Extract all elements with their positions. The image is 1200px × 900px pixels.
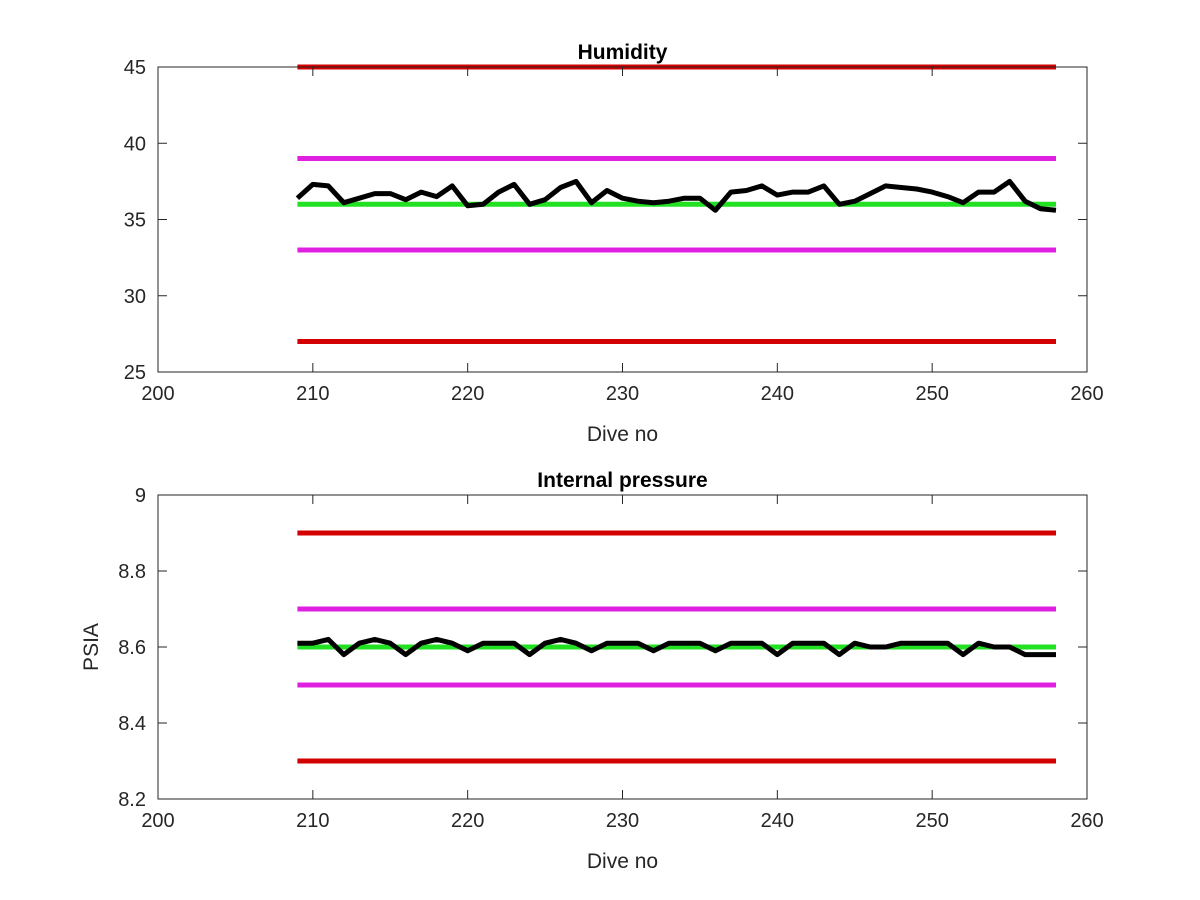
x-tick-label: 200	[141, 810, 174, 832]
x-tick-label: 250	[915, 810, 948, 832]
x-tick-label: 250	[915, 383, 948, 405]
chart-title: Internal pressure	[537, 469, 707, 492]
x-axis-label: Dive no	[587, 850, 658, 873]
axes-box	[157, 66, 1088, 373]
x-tick-label: 210	[296, 810, 329, 832]
chart-panel-1: 200 210 220 230 240 250 260 25 30 35 40 45 Humidity D…	[124, 41, 1104, 446]
x-tick-label: 210	[296, 383, 329, 405]
x-axis-label: Dive no	[587, 423, 658, 446]
x-tick-label: 230	[606, 383, 639, 405]
y-axis-label: PSIA	[80, 623, 103, 671]
y-tick-label: 8.6	[118, 637, 146, 659]
x-tick-label: 220	[451, 810, 484, 832]
y-tick-label: 8.8	[118, 561, 146, 583]
series-line-6	[297, 636, 1056, 658]
y-tick-label: 9	[135, 485, 146, 507]
y-tick-label: 25	[124, 362, 146, 384]
y-tick-label: 8.4	[118, 713, 146, 735]
x-tick-label: 220	[451, 383, 484, 405]
x-tick-label: 230	[606, 810, 639, 832]
y-tick-label: 8.2	[118, 789, 146, 811]
y-tick-label: 40	[124, 133, 146, 155]
y-tick-label: 35	[124, 210, 146, 232]
x-tick-label: 260	[1070, 383, 1103, 405]
x-tick-label: 200	[141, 383, 174, 405]
x-tick-label: 240	[761, 383, 794, 405]
x-tick-label: 240	[761, 810, 794, 832]
chart-panel-2: 200 210 220 230 240 250 260 8.2 8.4 8.6 8.8 9 Intern…	[80, 469, 1104, 873]
chart-title: Humidity	[578, 41, 668, 64]
series-line-6	[295, 178, 1057, 213]
x-tick-label: 260	[1070, 810, 1103, 832]
y-tick-label: 30	[124, 286, 146, 308]
y-tick-label: 45	[124, 57, 146, 79]
